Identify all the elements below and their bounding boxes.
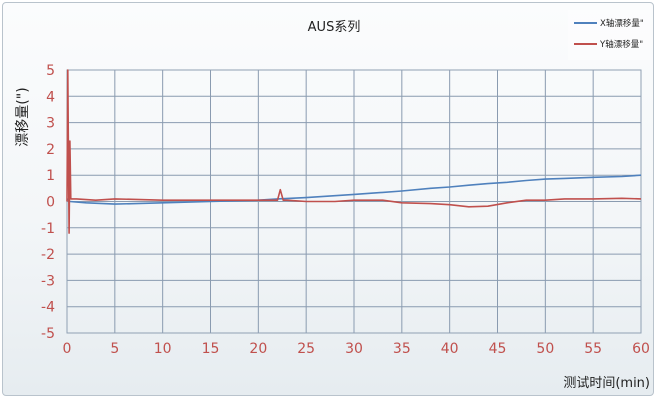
y-tick-label: 1	[46, 168, 55, 184]
y-tick-label: -1	[41, 221, 55, 237]
x-tick-label: 5	[110, 341, 119, 357]
y-tick-label: 5	[46, 63, 55, 79]
y-tick-label: -3	[41, 273, 55, 289]
x-tick-label: 50	[536, 341, 554, 357]
x-tick-label: 20	[249, 341, 267, 357]
x-axis-ticks: 0 5 10 15 20 25 30 35 40 45 50 55 60	[63, 341, 650, 357]
x-tick-label: 45	[489, 341, 507, 357]
y-tick-label: 3	[46, 116, 55, 132]
legend: X轴漂移量" Y轴漂移量"	[568, 10, 650, 60]
x-tick-label: 25	[297, 341, 315, 357]
y-axis-label: 漂移量(")	[15, 87, 31, 146]
y-axis-ticks: 5 4 3 2 1 0 -1 -2 -3 -4 -5	[41, 63, 55, 342]
legend-item-x: X轴漂移量"	[574, 18, 644, 29]
x-tick-label: 10	[154, 341, 172, 357]
series-line-x	[66, 174, 642, 205]
grid	[66, 69, 642, 334]
legend-label-y: Y轴漂移量"	[599, 39, 643, 50]
x-tick-label: 60	[632, 341, 650, 357]
series-lines	[66, 69, 642, 234]
legend-label-x: X轴漂移量"	[600, 18, 644, 29]
series-line-y	[66, 69, 642, 234]
x-tick-label: 40	[441, 341, 459, 357]
x-tick-label: 55	[584, 341, 602, 357]
x-tick-label: 15	[202, 341, 220, 357]
chart-title: AUS系列	[308, 20, 361, 35]
y-tick-label: 4	[46, 89, 55, 105]
x-axis-label: 测试时间(min)	[563, 376, 650, 391]
legend-item-y: Y轴漂移量"	[574, 39, 643, 50]
y-tick-label: -2	[41, 247, 55, 263]
y-tick-label: -5	[41, 326, 55, 342]
y-tick-label: 2	[46, 142, 55, 158]
x-tick-label: 30	[345, 341, 363, 357]
y-tick-label: 0	[46, 195, 55, 211]
x-tick-label: 0	[63, 341, 72, 357]
y-tick-label: -4	[41, 300, 55, 316]
x-tick-label: 35	[393, 341, 411, 357]
